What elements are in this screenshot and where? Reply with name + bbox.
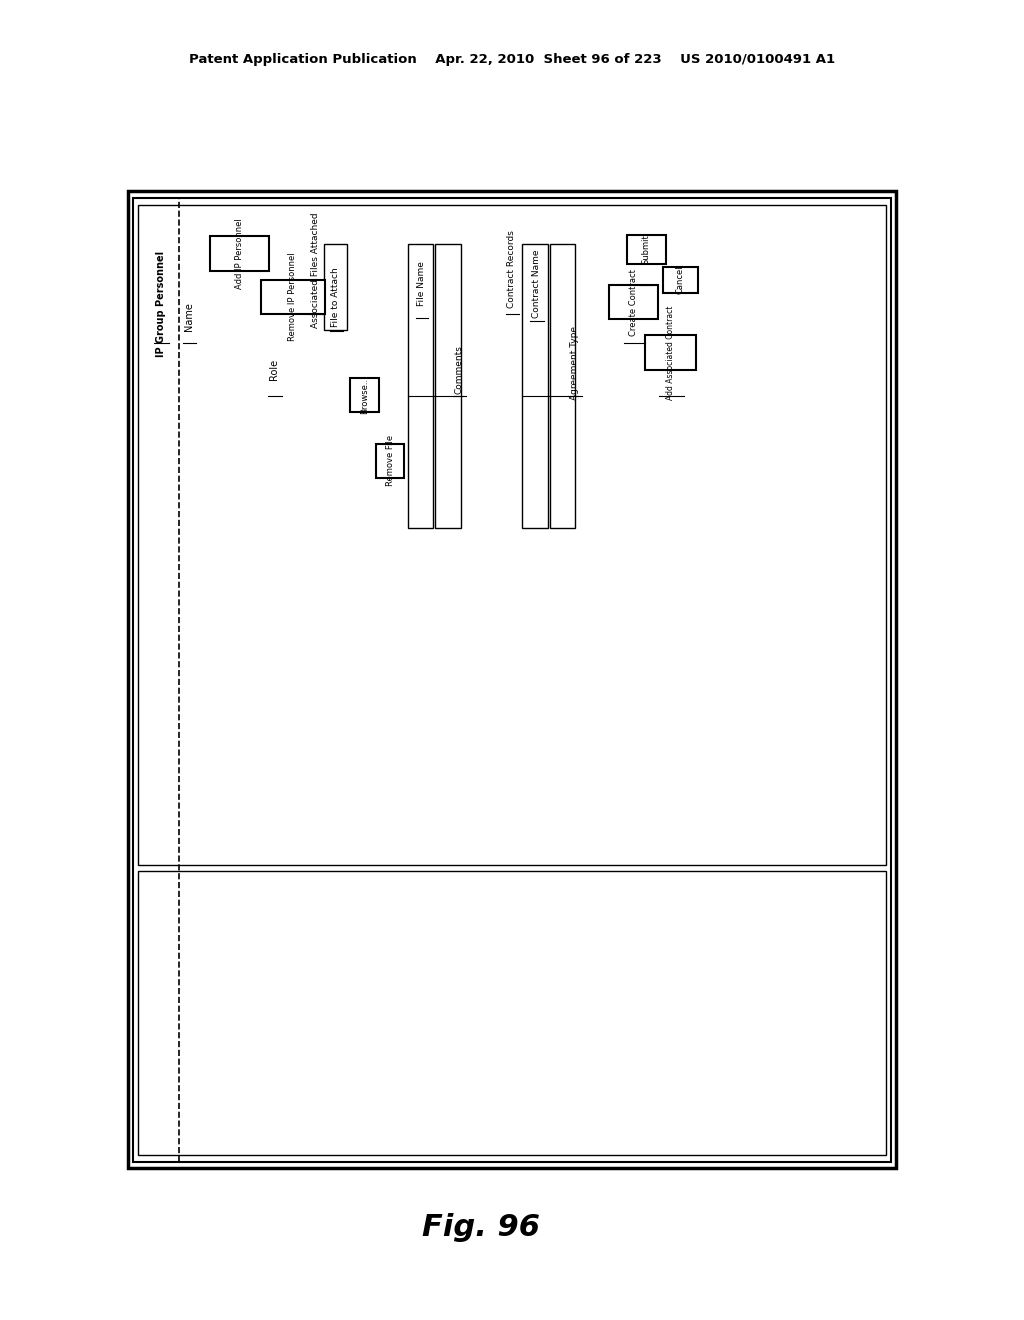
Bar [350, 378, 379, 412]
Text: Add IP Personnel: Add IP Personnel [236, 218, 244, 289]
Text: Browse...: Browse... [360, 375, 369, 414]
Bar [645, 335, 696, 370]
Text: Contract Records: Contract Records [508, 231, 516, 308]
Text: Remove IP Personnel: Remove IP Personnel [289, 252, 297, 342]
Bar [138, 871, 886, 1155]
Bar [550, 244, 575, 528]
Text: Role: Role [269, 359, 280, 380]
Bar [324, 244, 347, 330]
Text: Fig. 96: Fig. 96 [422, 1213, 541, 1242]
Text: Create Contract: Create Contract [630, 269, 638, 335]
Bar [408, 244, 433, 528]
Text: Submit: Submit [642, 235, 650, 264]
Text: Patent Application Publication    Apr. 22, 2010  Sheet 96 of 223    US 2010/0100: Patent Application Publication Apr. 22, … [189, 53, 835, 66]
Bar [376, 444, 404, 478]
Text: Remove File: Remove File [386, 436, 394, 486]
Text: Comments: Comments [455, 345, 463, 395]
Text: IP Group Personnel: IP Group Personnel [156, 251, 166, 356]
Bar [138, 205, 886, 865]
Text: Contract Name: Contract Name [532, 249, 541, 318]
Bar [522, 244, 548, 528]
Bar [663, 267, 698, 293]
Text: Cancel: Cancel [676, 265, 684, 294]
Bar [609, 285, 658, 319]
Bar [128, 191, 896, 1168]
Text: Name: Name [184, 302, 195, 331]
Text: File to Attach: File to Attach [332, 267, 340, 327]
Text: Agreement Type: Agreement Type [570, 326, 579, 400]
Text: Associated Files Attached: Associated Files Attached [311, 213, 319, 329]
Bar [210, 236, 269, 271]
Bar [133, 198, 891, 1162]
Bar [627, 235, 666, 264]
Bar [261, 280, 325, 314]
Text: File Name: File Name [418, 261, 426, 306]
Text: Add Associated Contract: Add Associated Contract [667, 305, 675, 400]
Bar [435, 244, 461, 528]
